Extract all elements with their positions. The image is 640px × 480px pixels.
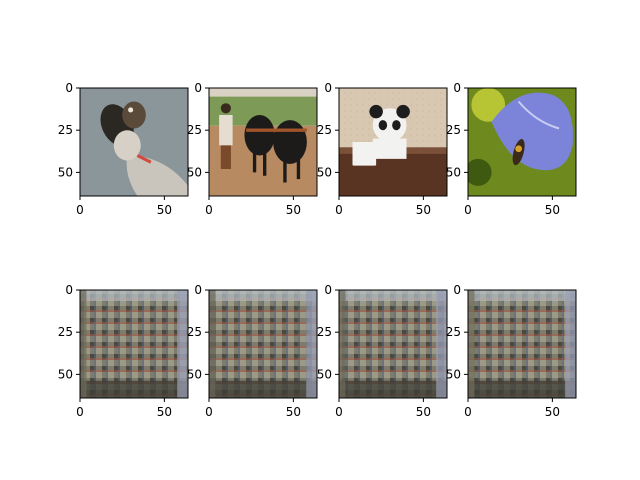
- y-tick-label: 50: [446, 165, 461, 179]
- y-tick-label: 25: [446, 325, 461, 339]
- axes-frame: [338, 87, 448, 197]
- axes-frame: [208, 87, 318, 197]
- axes-frame: [79, 87, 189, 197]
- image-panel: 0 50 0 25 50: [446, 81, 577, 217]
- x-tick-label: 50: [416, 405, 431, 419]
- axes-frame: [467, 289, 577, 399]
- y-tick-label: 50: [58, 367, 73, 381]
- panel-image: [339, 290, 447, 398]
- x-tick-label: 0: [205, 405, 213, 419]
- y-tick-label: 25: [187, 325, 202, 339]
- y-tick-label: 50: [446, 367, 461, 381]
- y-tick-label: 0: [324, 283, 332, 297]
- y-tick-label: 25: [58, 325, 73, 339]
- y-tick-label: 0: [65, 283, 73, 297]
- y-tick-label: 25: [58, 123, 73, 137]
- y-tick-label: 50: [187, 367, 202, 381]
- y-tick-label: 0: [324, 81, 332, 95]
- x-tick-label: 50: [286, 405, 301, 419]
- y-tick-label: 0: [194, 81, 202, 95]
- image-panel: 0 50 0 25 50: [187, 81, 318, 217]
- panel-image: [209, 88, 317, 196]
- image-panel: 0 50 0 25 50: [187, 283, 318, 419]
- y-tick-label: 25: [187, 123, 202, 137]
- x-tick-label: 0: [335, 405, 343, 419]
- axes-frame: [79, 289, 189, 399]
- image-panel: 0 50 0 25 50: [58, 283, 189, 419]
- y-tick-label: 25: [317, 123, 332, 137]
- y-tick-label: 0: [65, 81, 73, 95]
- image-panel: 0 50 0 25 50: [317, 283, 448, 419]
- y-tick-label: 0: [453, 81, 461, 95]
- y-tick-label: 25: [446, 123, 461, 137]
- y-tick-label: 0: [453, 283, 461, 297]
- axes-frame: [338, 289, 448, 399]
- x-tick-label: 50: [286, 203, 301, 217]
- x-tick-label: 0: [464, 405, 472, 419]
- y-tick-label: 0: [194, 283, 202, 297]
- y-tick-label: 50: [317, 367, 332, 381]
- axes-frame: [467, 87, 577, 197]
- axes-frame: [208, 289, 318, 399]
- panel-image: [80, 88, 188, 196]
- panel-image: [468, 290, 576, 398]
- panel-image: [80, 290, 188, 398]
- x-tick-label: 0: [205, 203, 213, 217]
- x-tick-label: 50: [545, 405, 560, 419]
- y-tick-label: 50: [317, 165, 332, 179]
- x-tick-label: 50: [416, 203, 431, 217]
- image-panel: 0 50 0 25 50: [58, 81, 189, 217]
- x-tick-label: 50: [545, 203, 560, 217]
- x-tick-label: 50: [157, 203, 172, 217]
- panel-image: [468, 88, 576, 196]
- panel-image: [209, 290, 317, 398]
- panel-image: [339, 88, 447, 196]
- y-tick-label: 50: [58, 165, 73, 179]
- x-tick-label: 0: [464, 203, 472, 217]
- x-tick-label: 50: [157, 405, 172, 419]
- x-tick-label: 0: [335, 203, 343, 217]
- image-panel: 0 50 0 25 50: [317, 81, 448, 217]
- y-tick-label: 25: [317, 325, 332, 339]
- x-tick-label: 0: [76, 203, 84, 217]
- y-tick-label: 50: [187, 165, 202, 179]
- x-tick-label: 0: [76, 405, 84, 419]
- image-panel: 0 50 0 25 50: [446, 283, 577, 419]
